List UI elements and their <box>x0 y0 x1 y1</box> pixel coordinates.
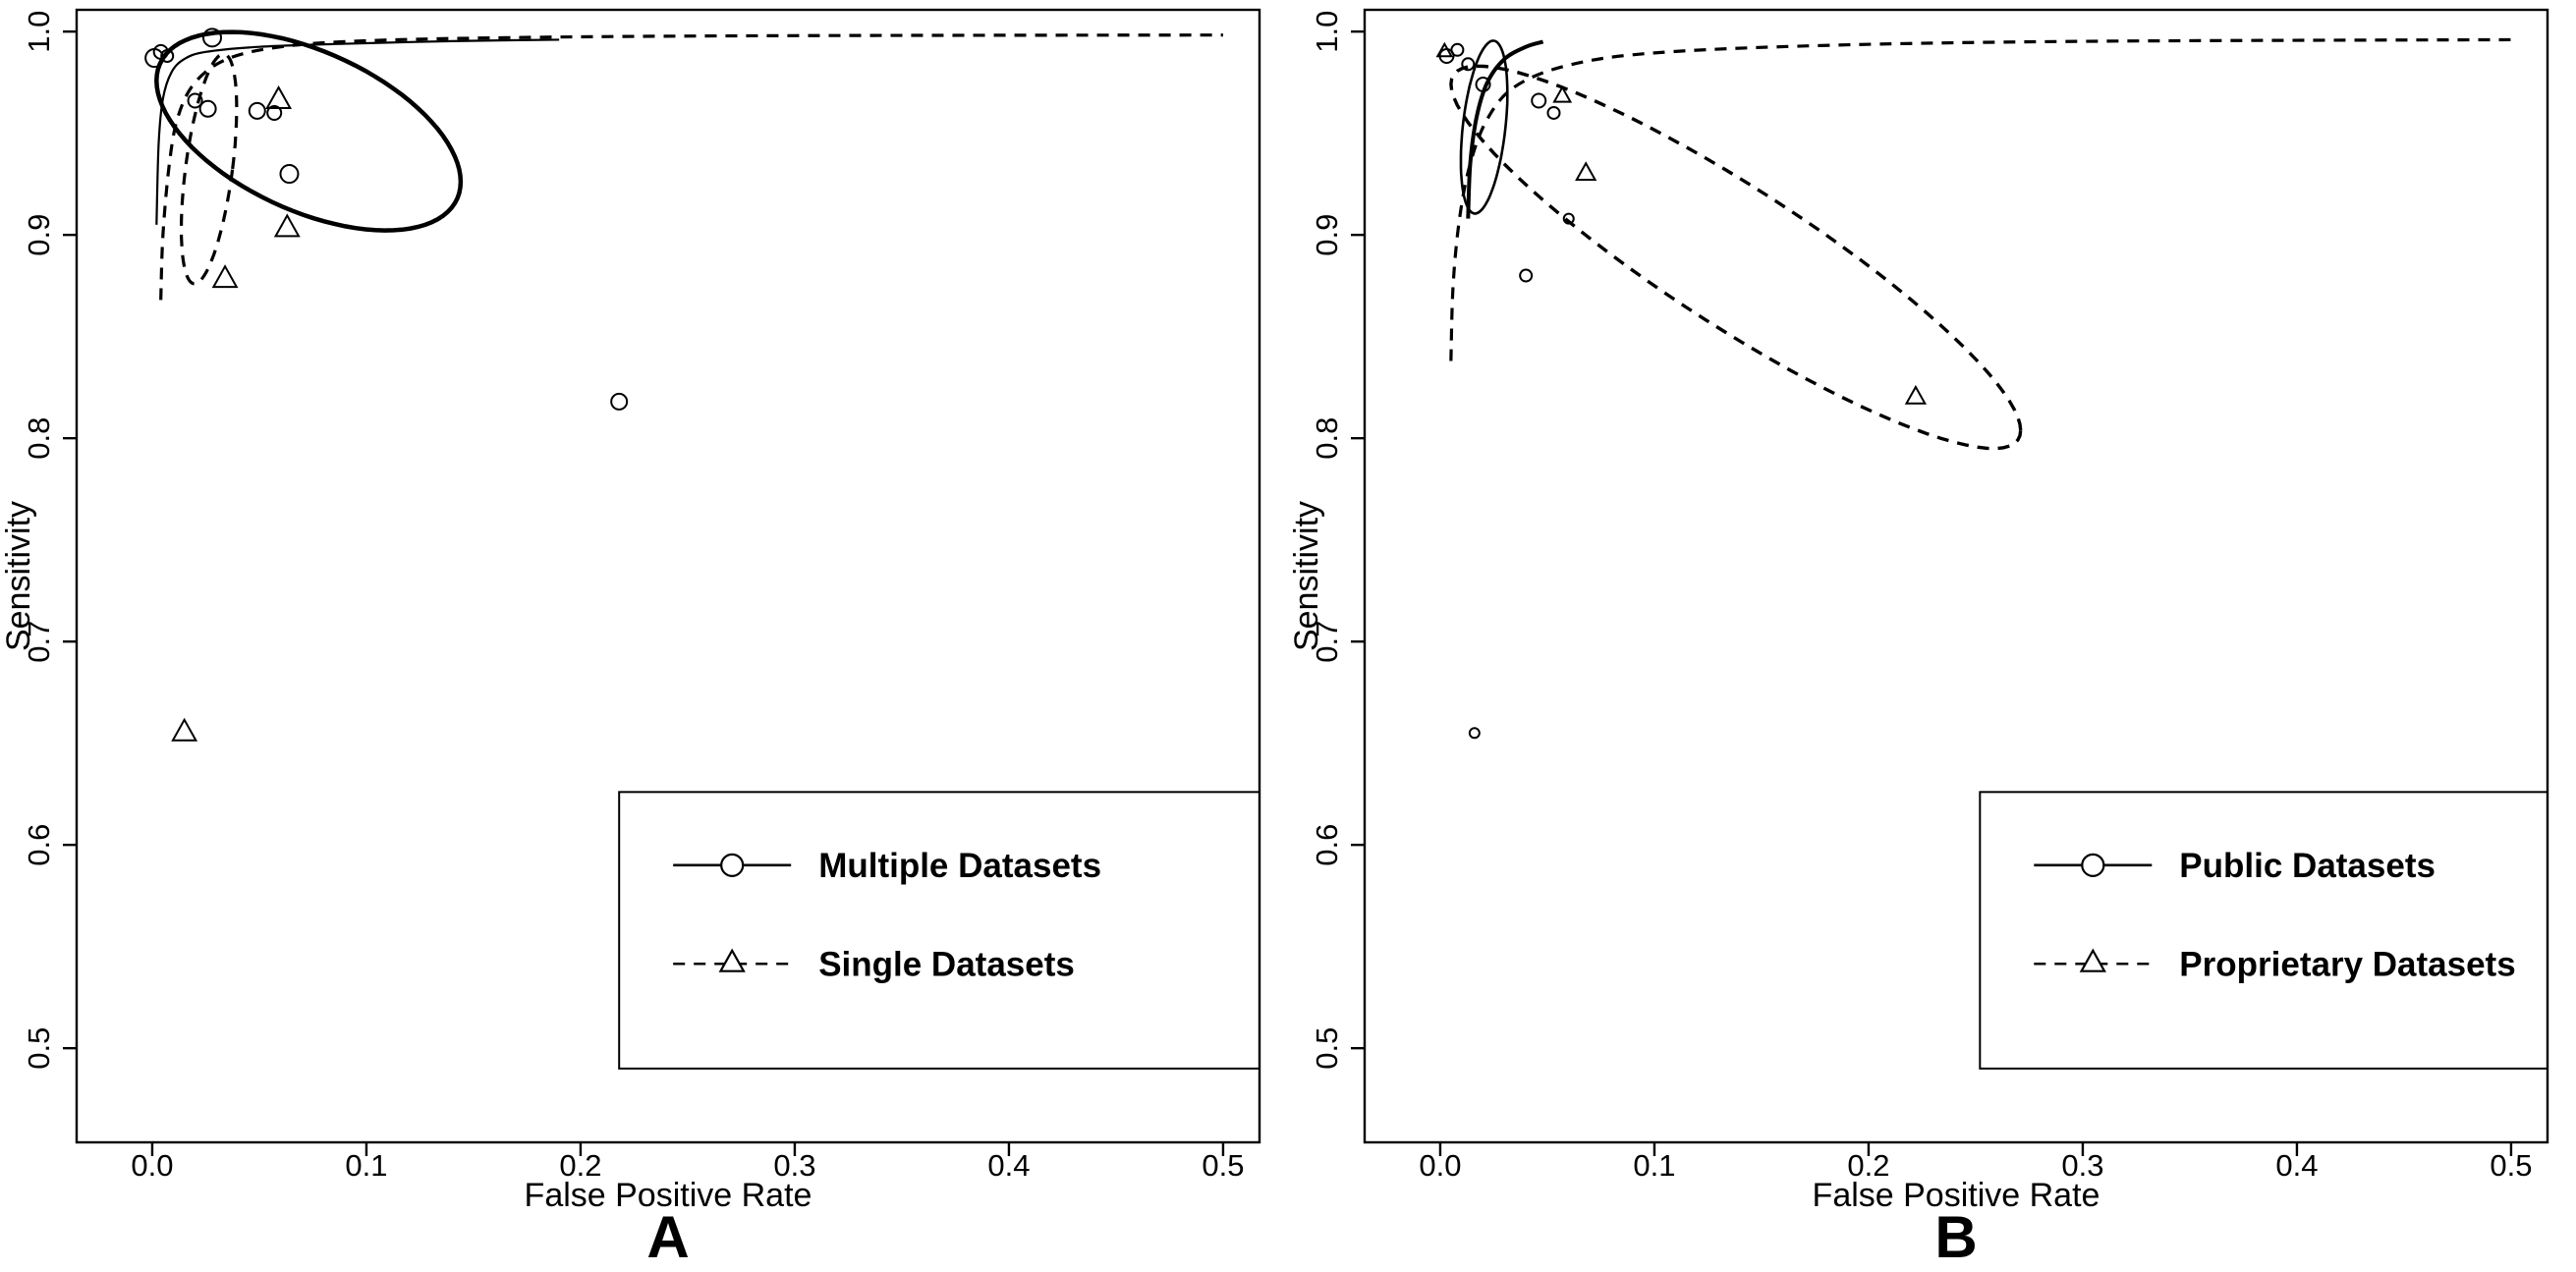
x-tick-label: 0.5 <box>1202 1148 1244 1183</box>
y-tick-label: 0.6 <box>22 824 56 866</box>
panel-label-A: A <box>646 1204 690 1270</box>
legend-circle-marker <box>720 853 745 877</box>
x-axis-label: False Positive Rate <box>1813 1177 2100 1210</box>
data-point-triangle <box>171 717 198 742</box>
data-point-triangle <box>1575 161 1597 181</box>
data-point-circle <box>1450 42 1465 57</box>
data-point-circle <box>610 392 629 411</box>
legend-box <box>1979 791 2548 1070</box>
y-tick-label: 0.7 <box>1310 621 1344 663</box>
plot-box <box>1363 8 2549 1144</box>
x-tick-label: 0.1 <box>1633 1148 1675 1183</box>
data-point-circle <box>1468 727 1481 740</box>
confidence-ellipse-proprietary <box>1449 64 2023 451</box>
data-point-circle <box>1531 92 1547 109</box>
data-point-triangle <box>273 213 301 238</box>
data-point-circle <box>266 104 283 121</box>
legend-circle-marker <box>2081 853 2105 877</box>
panel-label-B: B <box>1934 1204 1978 1270</box>
x-tick-label: 0.0 <box>131 1148 173 1183</box>
confidence-ellipse-public <box>1459 39 1509 215</box>
y-axis-label: Sensitivity <box>0 501 37 651</box>
data-point-circle <box>187 92 203 109</box>
sroc-curve-public <box>1466 39 1544 219</box>
y-tick-label: 0.7 <box>22 621 56 663</box>
x-tick-label: 0.4 <box>2275 1148 2318 1183</box>
y-tick-label: 0.9 <box>22 214 56 256</box>
data-point-circle <box>1461 57 1476 72</box>
y-tick-label: 1.0 <box>1310 11 1344 53</box>
data-point-circle <box>198 99 217 118</box>
data-point-triangle <box>265 84 293 109</box>
roc-plot-B: 0.0 0.1 0.2 0.3 0.4 0.5 0.5 0.6 0.7 0.8 0.9 1.0 Fals… <box>1288 8 2549 1210</box>
data-point-triangle <box>211 264 239 289</box>
plot-box <box>75 8 1261 1144</box>
y-axis-label: Sensitivity <box>1288 501 1325 651</box>
sroc-curve-proprietary <box>1449 37 2511 361</box>
data-point-circle <box>1475 76 1491 92</box>
legend-label: Public Datasets <box>2179 847 2436 885</box>
x-tick-label: 0.4 <box>987 1148 1030 1183</box>
legend-label: Multiple Datasets <box>818 847 1101 885</box>
legend-triangle-marker <box>718 948 746 972</box>
legend-triangle-marker <box>2079 948 2106 972</box>
y-tick-label: 0.8 <box>1310 417 1344 460</box>
x-tick-label: 0.1 <box>345 1148 387 1183</box>
y-tick-label: 0.9 <box>1310 214 1344 256</box>
legend-box <box>618 791 1260 1070</box>
data-point-triangle <box>1904 384 1928 405</box>
y-tick-label: 0.5 <box>22 1027 56 1070</box>
data-point-circle <box>160 48 175 63</box>
data-point-circle <box>1562 212 1575 225</box>
data-point-triangle <box>1552 84 1573 103</box>
data-point-circle <box>248 101 266 120</box>
data-point-triangle <box>1435 41 1454 58</box>
x-tick-label: 0.3 <box>2061 1148 2103 1183</box>
data-point-circle <box>201 28 222 48</box>
x-axis-label: False Positive Rate <box>525 1177 812 1210</box>
x-tick-label: 0.2 <box>1847 1148 1889 1183</box>
x-tick-label: 0.0 <box>1419 1148 1461 1183</box>
y-tick-label: 0.8 <box>22 417 56 460</box>
x-tick-label: 0.3 <box>773 1148 815 1183</box>
data-point-circle <box>279 164 300 185</box>
y-tick-label: 0.5 <box>1310 1027 1344 1070</box>
y-tick-label: 0.6 <box>1310 824 1344 866</box>
panel-A: 0.0 0.1 0.2 0.3 0.4 0.5 0.5 0.6 0.7 0.8 0.9 1.0 Fals… <box>0 8 1261 1270</box>
data-point-circle <box>152 43 169 60</box>
data-point-circle <box>1519 268 1534 283</box>
legend-label: Single Datasets <box>818 945 1075 983</box>
legend-label: Proprietary Datasets <box>2179 945 2515 983</box>
sroc-curve-multiple <box>155 38 560 225</box>
x-tick-label: 0.5 <box>2490 1148 2532 1183</box>
panel-B: 0.0 0.1 0.2 0.3 0.4 0.5 0.5 0.6 0.7 0.8 0.9 1.0 Fals… <box>1288 0 2576 1272</box>
sroc-curve-single <box>159 33 1223 301</box>
y-tick-label: 1.0 <box>22 11 56 53</box>
confidence-ellipse-multiple <box>154 29 464 233</box>
data-point-circle <box>1546 105 1561 120</box>
roc-plot-A: 0.0 0.1 0.2 0.3 0.4 0.5 0.5 0.6 0.7 0.8 0.9 1.0 Fals… <box>0 8 1261 1210</box>
x-tick-label: 0.2 <box>559 1148 601 1183</box>
